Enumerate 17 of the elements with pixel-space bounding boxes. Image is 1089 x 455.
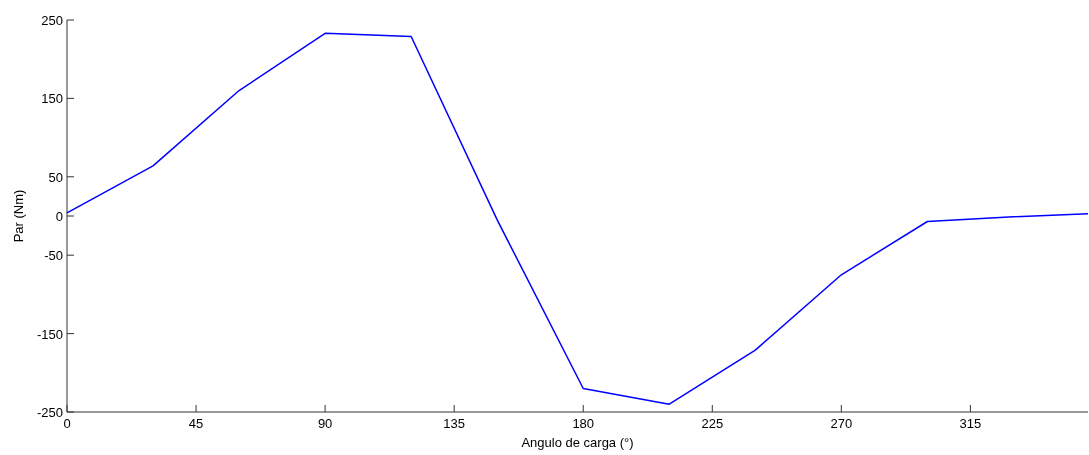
x-tick-label: 135 — [443, 416, 466, 431]
y-tick-label: 150 — [41, 91, 63, 107]
line-series — [66, 32, 1089, 405]
y-tick-label: -250 — [36, 405, 63, 420]
x-tick-label: 315 — [959, 416, 982, 431]
y-tick-label: -150 — [36, 326, 63, 342]
y-tick-label: 250 — [41, 13, 63, 28]
y-tick-label: 0 — [55, 209, 63, 224]
x-tick-label: 45 — [188, 416, 204, 431]
x-tick-label: 180 — [572, 416, 595, 431]
x-tick-label: 90 — [317, 416, 333, 431]
x-tick-label: 225 — [701, 416, 724, 431]
y-axis-title: Par (Nm) — [11, 189, 26, 243]
x-axis-title: Angulo de carga (°) — [521, 435, 634, 450]
x-tick-label: 270 — [830, 416, 853, 431]
y-tick-label: -50 — [44, 248, 63, 264]
y-tick-label: 50 — [48, 169, 63, 185]
